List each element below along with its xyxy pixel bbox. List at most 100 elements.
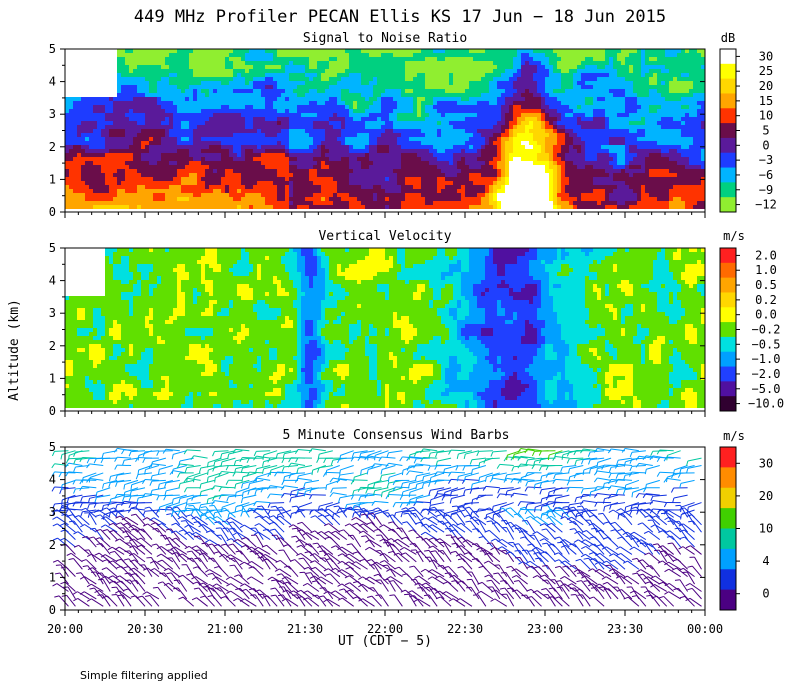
wind-barb	[564, 516, 577, 526]
wind-barb	[188, 531, 201, 541]
wind-barb	[291, 462, 306, 467]
wind-barb	[234, 564, 243, 577]
wind-barb	[169, 537, 181, 548]
wind-barb	[598, 561, 612, 570]
wind-barb	[691, 514, 702, 526]
wind-barb	[679, 579, 689, 592]
wind-barb	[367, 487, 382, 490]
wind-barb	[286, 589, 299, 600]
wind-barb	[531, 565, 542, 577]
wind-barb	[378, 528, 389, 540]
wind-barb	[333, 509, 347, 515]
wind-barb	[631, 450, 646, 453]
wind-barb	[230, 517, 243, 526]
velocity-units-label: m/s	[723, 229, 745, 243]
wind-barb	[682, 546, 695, 555]
wind-barb	[65, 513, 76, 526]
wind-barb	[204, 514, 215, 526]
wind-barb	[152, 472, 166, 477]
wind-barb	[527, 457, 542, 461]
wind-barb	[626, 531, 640, 541]
wind-barb	[409, 479, 424, 484]
wind-barb	[558, 559, 570, 570]
wind-barb	[555, 478, 570, 481]
wind-barb	[251, 546, 264, 555]
wind-barb	[569, 457, 584, 460]
colorbar-label: −2.0	[752, 367, 781, 381]
wind-barb	[504, 580, 515, 592]
wind-barb	[132, 524, 146, 533]
wind-barb	[181, 553, 194, 563]
wind-barb	[219, 587, 229, 600]
wind-barb	[166, 502, 180, 508]
wind-barb	[625, 447, 639, 452]
wind-barb	[450, 471, 466, 474]
wind-barb	[492, 477, 507, 481]
wind-barb	[59, 572, 69, 585]
wind-barb	[383, 538, 396, 548]
wind-barb	[138, 494, 153, 499]
wind-barb	[324, 587, 334, 600]
wind-barb	[681, 509, 695, 515]
wind-barb	[627, 575, 640, 585]
wind-barb	[245, 544, 257, 555]
colorbar-swatch	[720, 569, 736, 591]
wind-barb	[409, 470, 424, 474]
wind-barb	[673, 494, 688, 499]
wind-barb	[506, 487, 521, 492]
colorbar-swatch	[720, 322, 736, 338]
wind-barb	[599, 552, 612, 563]
wind-barb	[471, 571, 480, 585]
wind-barb	[149, 595, 160, 607]
wind-barb	[251, 576, 264, 585]
wind-barb	[135, 595, 146, 607]
wind-barb	[620, 575, 633, 585]
wind-barb	[646, 479, 660, 485]
wind-barb	[375, 450, 389, 456]
wind-barb	[491, 542, 501, 555]
wind-barb	[168, 582, 181, 592]
wind-barb	[532, 550, 542, 563]
wind-barb	[212, 595, 222, 607]
wind-barb	[597, 457, 612, 463]
wind-barb	[314, 553, 327, 563]
wind-barb	[583, 465, 598, 471]
wind-barb	[488, 574, 501, 585]
wind-barb	[258, 531, 271, 541]
wind-barb	[506, 593, 515, 607]
wind-barb	[332, 487, 347, 489]
snr-units-label: dB	[721, 31, 735, 45]
wind-barb	[595, 587, 605, 600]
wind-barb	[275, 579, 285, 592]
wind-barb	[111, 546, 125, 555]
wind-barb	[464, 465, 479, 467]
wind-barb	[581, 594, 591, 607]
wind-barb	[506, 527, 515, 540]
wind-barb	[141, 595, 153, 607]
wind-barb	[406, 573, 417, 585]
wind-barb	[294, 559, 306, 570]
wind-barb	[101, 543, 111, 555]
wind-barb	[505, 572, 515, 585]
wind-barb	[609, 564, 619, 577]
wind-barb	[124, 457, 139, 461]
wind-barb	[367, 465, 382, 471]
wind-barb	[86, 536, 97, 548]
wind-barb	[687, 457, 702, 462]
wind-barb	[621, 536, 633, 548]
wind-barb	[430, 487, 445, 491]
wind-barb	[340, 465, 354, 471]
wind-barb	[75, 465, 90, 468]
wind-barb	[218, 544, 229, 555]
wind-barb	[267, 558, 278, 570]
wind-barb	[233, 557, 243, 570]
wind-barb	[84, 576, 97, 585]
wind-barb	[411, 590, 424, 600]
wind-barb	[594, 558, 605, 570]
wind-barb	[595, 527, 605, 540]
wind-barb	[689, 583, 702, 592]
wind-barb-panel-title: 5 Minute Consensus Wind Barbs	[283, 428, 510, 443]
y-tick-label: 5	[49, 241, 56, 255]
wind-barb	[129, 579, 139, 592]
wind-barb	[687, 465, 702, 469]
